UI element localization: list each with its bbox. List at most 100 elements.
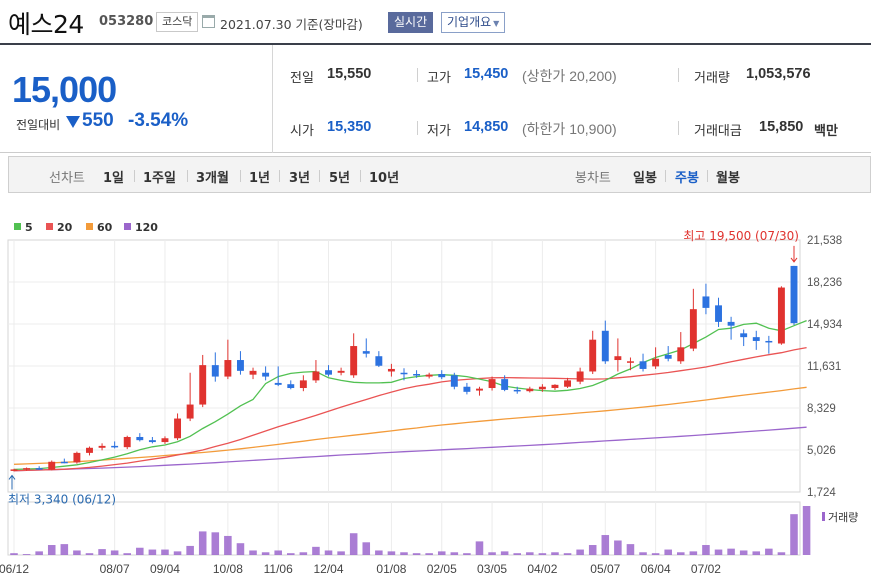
candle-body bbox=[186, 404, 194, 419]
volume-bar bbox=[513, 553, 521, 555]
chevron-down-icon: ▼ bbox=[493, 19, 500, 28]
legend-swatch bbox=[46, 223, 53, 230]
low-arrow-head bbox=[8, 474, 16, 480]
ma120-line bbox=[13, 426, 807, 472]
x-tick-label: 07/02 bbox=[691, 562, 721, 576]
ma20-line bbox=[13, 346, 807, 472]
legend-swatch bbox=[124, 223, 131, 230]
volume-bar bbox=[136, 547, 144, 555]
candle-body bbox=[476, 388, 483, 391]
volume-bar bbox=[186, 545, 194, 555]
volume-bar bbox=[274, 550, 282, 555]
upper-limit: (상한가 20,200) bbox=[522, 68, 617, 84]
low-label: 저가 bbox=[427, 124, 451, 139]
volume-bar bbox=[224, 535, 232, 555]
candle-body bbox=[161, 438, 169, 443]
company-overview-button[interactable]: 기업개요 ▼ bbox=[441, 12, 506, 33]
change-percent: -3.54% bbox=[128, 110, 189, 131]
candle-body bbox=[98, 445, 106, 448]
down-triangle-icon bbox=[66, 116, 80, 128]
tab-3m[interactable]: 3개월 bbox=[196, 171, 229, 186]
candle-body bbox=[10, 469, 18, 471]
chart-grid bbox=[7, 239, 801, 556]
candle-body bbox=[614, 356, 622, 361]
stat-divider bbox=[417, 68, 418, 82]
realtime-button[interactable]: 실시간 bbox=[388, 12, 434, 33]
tab-1y[interactable]: 1년 bbox=[249, 171, 271, 186]
volume-bar bbox=[60, 544, 69, 555]
candle-body bbox=[677, 347, 685, 362]
tab-daily[interactable]: 일봉 bbox=[633, 171, 657, 186]
candle-body bbox=[626, 361, 634, 363]
candle-body bbox=[639, 361, 647, 369]
volume-bar bbox=[312, 546, 320, 555]
volume-bar bbox=[739, 550, 748, 555]
y-axis: 1,724 5,026 8,329 11,631 14,934 18,236 21,538 bbox=[807, 235, 843, 499]
open-label: 시가 bbox=[290, 124, 314, 139]
volume-bar bbox=[790, 514, 798, 555]
volume-bar bbox=[10, 553, 18, 555]
tab-1w[interactable]: 1주일 bbox=[143, 171, 176, 186]
candle-body bbox=[777, 287, 785, 344]
candle-body bbox=[765, 340, 773, 343]
x-tick-label: 04/02 bbox=[527, 562, 557, 576]
candle-body bbox=[274, 382, 282, 385]
price-panel: 15,000 전일대비 550 -3.54% bbox=[0, 45, 871, 153]
candle-body bbox=[513, 389, 521, 392]
volume-bar bbox=[47, 545, 56, 555]
tab-10y[interactable]: 10년 bbox=[369, 171, 400, 186]
tab-1d[interactable]: 1일 bbox=[103, 171, 125, 186]
legend-label: 5 bbox=[25, 221, 33, 234]
candle-body bbox=[790, 265, 798, 324]
y-tick-label: 14,934 bbox=[807, 319, 843, 331]
x-tick-label: 11/06 bbox=[264, 562, 293, 576]
candle-body bbox=[425, 374, 433, 377]
legend-label: 120 bbox=[135, 221, 158, 234]
tab-3y[interactable]: 3년 bbox=[289, 171, 311, 186]
volume-bar bbox=[450, 552, 459, 555]
high-arrow-head bbox=[790, 257, 798, 263]
low-annotation: 최저 3,340 (06/12) bbox=[8, 492, 116, 506]
candle-body bbox=[35, 468, 43, 470]
tab-monthly[interactable]: 월봉 bbox=[716, 171, 740, 186]
tab-5y[interactable]: 5년 bbox=[329, 171, 351, 186]
volume-bar bbox=[437, 551, 446, 555]
candle-body bbox=[715, 305, 722, 322]
volume-legend-label: 거래량 bbox=[828, 511, 858, 524]
candle-body bbox=[526, 388, 534, 392]
candle-body bbox=[538, 386, 546, 390]
candle-body bbox=[664, 354, 672, 359]
volume-bar bbox=[702, 545, 710, 555]
volume-bar bbox=[211, 532, 220, 555]
ma60-line bbox=[13, 386, 807, 465]
tab-divider bbox=[707, 170, 708, 182]
x-tick-label: 09/04 bbox=[150, 562, 180, 576]
y-tick-label: 11,631 bbox=[807, 361, 841, 373]
volume-bar bbox=[123, 553, 131, 555]
x-tick-label: 08/07 bbox=[100, 562, 130, 576]
volume-bar bbox=[85, 553, 94, 555]
volume-bar bbox=[777, 552, 786, 555]
candle-chart-label: 봉차트 bbox=[575, 171, 611, 186]
candle-body bbox=[249, 370, 257, 375]
stock-code: 053280 bbox=[99, 14, 154, 29]
low-value: 14,850 bbox=[464, 119, 509, 135]
volume-legend-swatch bbox=[822, 512, 825, 521]
candlestick-chart[interactable]: 5 20 60 120 1,724 5,026 8,329 11,631 14,934 18,2… bbox=[0, 210, 871, 579]
candle-body bbox=[463, 386, 471, 392]
volume-bars: 거래량 bbox=[10, 506, 858, 555]
candle-body bbox=[702, 296, 710, 308]
base-date: 2021.07.30 기준(장마감) bbox=[220, 17, 363, 32]
volume-bar bbox=[651, 553, 660, 555]
stat-divider bbox=[678, 68, 679, 82]
tab-weekly[interactable]: 주봉 bbox=[675, 171, 699, 186]
candle-body bbox=[400, 372, 408, 375]
candle-body bbox=[387, 368, 395, 372]
legend-label: 60 bbox=[97, 221, 113, 234]
candle-body bbox=[224, 360, 232, 377]
volume-bar bbox=[588, 545, 597, 555]
panel-divider bbox=[272, 45, 273, 153]
candle-body bbox=[174, 418, 182, 439]
candle-body bbox=[211, 365, 219, 377]
volume-bar bbox=[362, 542, 371, 555]
